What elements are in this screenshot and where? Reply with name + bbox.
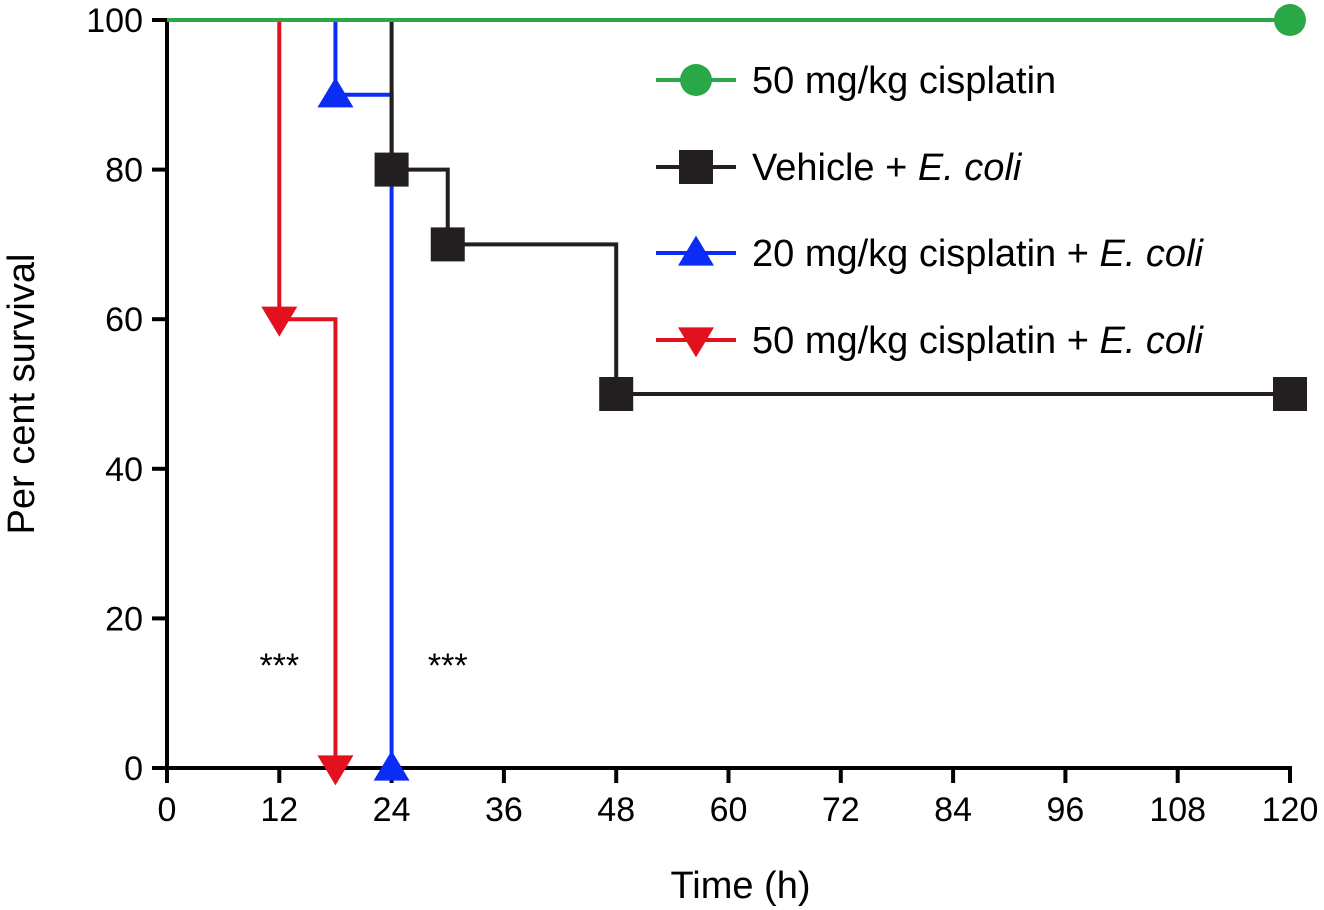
series-layer: [167, 4, 1307, 786]
data-point: [317, 77, 354, 108]
legend-label: Vehicle + E. coli: [752, 147, 1023, 189]
x-tick-label: 72: [822, 791, 860, 829]
legend-label: 20 mg/kg cisplatin + E. coli: [752, 233, 1205, 275]
y-tick-label: 100: [86, 2, 143, 40]
y-axis-title: Per cent survival: [1, 254, 43, 535]
legend-entry-1: 50 mg/kg cisplatin: [656, 60, 1056, 102]
data-point: [599, 377, 634, 411]
data-point: [1273, 377, 1307, 411]
x-tick-label: 12: [260, 791, 298, 829]
x-tick-label: 120: [1262, 791, 1319, 829]
x-tick-label: 24: [373, 791, 411, 829]
x-tick-label: 108: [1149, 791, 1206, 829]
legend-label: 50 mg/kg cisplatin + E. coli: [752, 320, 1205, 362]
data-point: [261, 306, 298, 337]
legend-label: 50 mg/kg cisplatin: [752, 60, 1056, 102]
series-1: [167, 4, 1306, 36]
y-tick-label: 40: [105, 451, 143, 489]
legend: 50 mg/kg cisplatin Vehicle + E. coli 20 mg…: [656, 60, 1205, 362]
legend-entry-3: 20 mg/kg cisplatin + E. coli: [656, 233, 1205, 275]
x-tick-label: 0: [158, 791, 177, 829]
data-point: [317, 755, 354, 786]
y-tick-label: 0: [124, 750, 143, 788]
y-tick-label: 60: [105, 301, 143, 339]
annotation-layer: *** ***: [259, 647, 467, 685]
x-tick-label: 48: [597, 791, 635, 829]
legend-entry-4: 50 mg/kg cisplatin + E. coli: [656, 320, 1205, 362]
series-line: [167, 18, 1290, 396]
legend-entry-2: Vehicle + E. coli: [656, 147, 1023, 189]
significance-annotation: ***: [428, 647, 468, 685]
legend-marker: [678, 235, 714, 266]
x-tick-label: 84: [934, 791, 972, 829]
legend-marker: [680, 64, 712, 96]
x-tick-label: 60: [710, 791, 748, 829]
legend-marker: [679, 150, 713, 184]
data-point: [1274, 4, 1306, 36]
significance-annotation: ***: [259, 647, 299, 685]
legend-marker: [678, 327, 714, 358]
data-point: [430, 227, 465, 262]
x-tick-label: 96: [1046, 791, 1084, 829]
data-point: [373, 750, 410, 781]
x-axis-title: Time (h): [670, 865, 810, 907]
axes: 0 20 40 60 80 100 0 12 24 36 48 60 72 84 96 108 120: [86, 2, 1318, 829]
series-2: [167, 18, 1307, 411]
x-tick-label: 36: [485, 791, 523, 829]
series-line: [167, 18, 338, 768]
y-tick-label: 80: [105, 152, 143, 190]
y-tick-label: 20: [105, 600, 143, 638]
data-point: [374, 152, 409, 187]
